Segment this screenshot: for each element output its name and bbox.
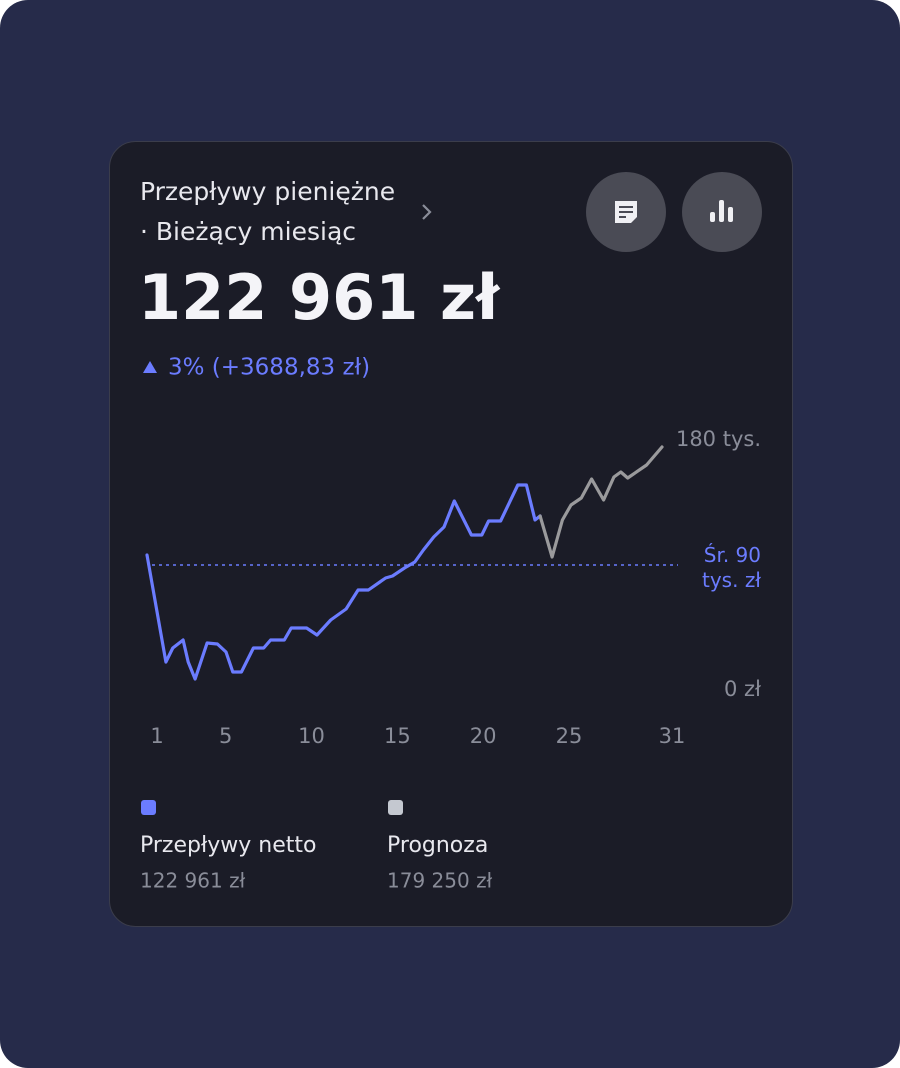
legend-swatch [388, 800, 403, 815]
line [538, 445, 664, 559]
chevron[interactable] [422, 204, 432, 220]
legend-value: 179 250 zł [387, 869, 493, 893]
chart-icon [719, 200, 724, 222]
average-label: Śr. 90 tys. zł [702, 543, 761, 592]
x-tick-label: 1 [150, 724, 163, 748]
legend-name: Prognoza [387, 833, 488, 858]
legend-value: 122 961 zł [140, 869, 246, 893]
report-icon-lines [619, 206, 633, 218]
x-tick-label: 25 [556, 724, 583, 748]
x-tick-label: 31 [659, 724, 686, 748]
change: 3% (+3688,83 zł) [168, 355, 370, 381]
chart-icon [728, 207, 733, 222]
x-tick-label: 15 [384, 724, 411, 748]
y-tick-label: 180 tys. [676, 427, 761, 451]
x-tick-label: 5 [219, 724, 232, 748]
x-tick-label: 10 [298, 724, 325, 748]
subtitle: · Bieżący miesiąc [140, 217, 356, 246]
chart-icon [710, 212, 715, 222]
title[interactable]: Przepływy pieniężne [140, 177, 395, 206]
amount: 122 961 zł [138, 261, 501, 334]
x-tick-label: 20 [470, 724, 497, 748]
legend-swatch [141, 800, 156, 815]
up-arrow [143, 361, 157, 373]
legend-name: Przepływy netto [140, 833, 316, 858]
y-tick-label: 0 zł [724, 677, 761, 701]
card [109, 141, 793, 927]
line [145, 483, 542, 681]
